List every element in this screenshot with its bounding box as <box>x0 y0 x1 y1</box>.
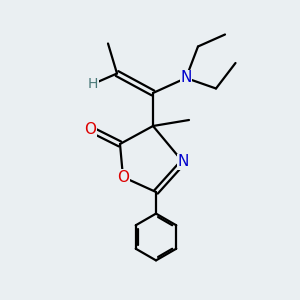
Text: N: N <box>177 154 189 169</box>
Text: O: O <box>84 122 96 136</box>
Text: N: N <box>180 70 192 86</box>
Text: O: O <box>117 169 129 184</box>
Text: H: H <box>88 77 98 91</box>
